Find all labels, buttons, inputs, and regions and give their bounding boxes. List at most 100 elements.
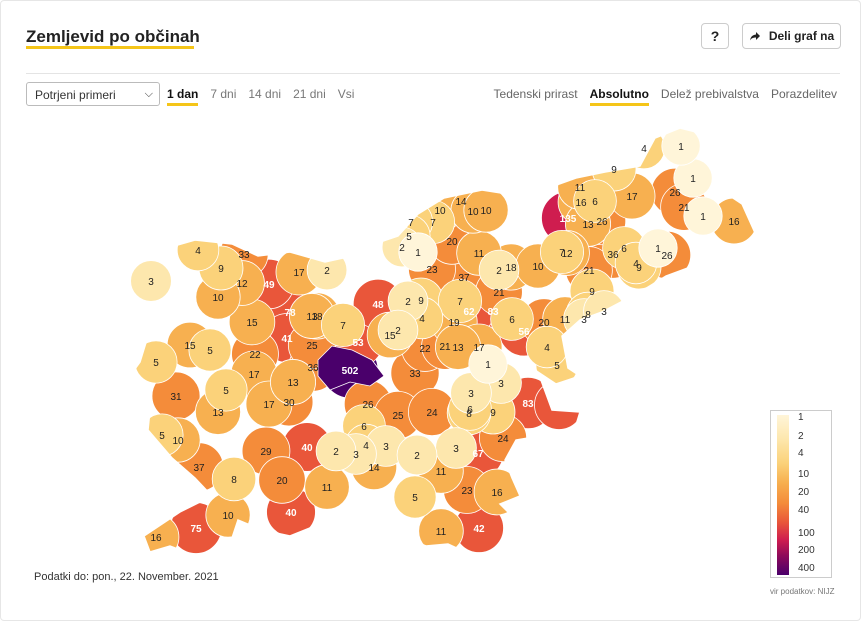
share-button[interactable]: Deli graf na [742, 23, 841, 49]
municipality-value-label: 16 [728, 217, 740, 228]
municipality-value-label: 3 [453, 444, 459, 455]
metric-select[interactable]: Potrjeni primeri ⌵ [26, 82, 160, 106]
municipality-area[interactable] [638, 228, 678, 268]
tab-weekly-growth[interactable]: Tedenski prirast [493, 87, 578, 101]
tab-range-1[interactable]: 1 dan [167, 87, 199, 106]
municipality-value-label: 75 [190, 524, 202, 535]
municipality-value-label: 10 [222, 511, 234, 522]
municipality-area[interactable] [204, 368, 248, 412]
municipality-value-label: 2 [496, 266, 502, 277]
municipality-value-label: 11 [436, 527, 447, 538]
municipality-value-label: 15 [184, 341, 196, 352]
municipality-area[interactable] [683, 196, 723, 236]
municipality-value-label: 11 [474, 249, 485, 260]
municipality-value-label: 13 [212, 408, 224, 419]
legend-label-10: 10 [798, 469, 810, 480]
municipality-area[interactable] [377, 309, 419, 351]
municipality-value-label: 2 [414, 451, 420, 462]
municipality-value-label: 2 [405, 297, 411, 308]
municipality-value-label: 4 [641, 144, 647, 155]
municipality-value-label: 17 [473, 343, 485, 354]
legend-label-4: 4 [798, 448, 804, 459]
municipality-area[interactable] [393, 475, 437, 519]
municipality-value-label: 12 [236, 279, 248, 290]
municipality-value-label: 4 [633, 259, 639, 270]
municipality-value-label: 7 [408, 218, 414, 229]
municipality-area[interactable] [490, 297, 534, 341]
municipality-value-label: 9 [418, 296, 424, 307]
municipality-area[interactable] [270, 359, 316, 405]
municipality-value-label: 3 [581, 315, 587, 326]
municipality-value-label: 3 [601, 307, 607, 318]
municipality-value-label: 12 [561, 249, 573, 260]
municipality-value-label: 2 [333, 447, 339, 458]
legend-label-1: 1 [798, 412, 804, 423]
municipality-value-label: 1 [485, 360, 491, 371]
municipality-value-label: 36 [607, 250, 619, 261]
header-divider [26, 73, 840, 74]
tab-absolute[interactable]: Absolutno [589, 87, 649, 106]
municipality-value-label: 53 [352, 338, 364, 349]
municipality-value-label: 10 [467, 207, 479, 218]
municipality-area[interactable] [211, 456, 257, 502]
municipality-value-label: 21 [439, 342, 451, 353]
municipality-value-label: 37 [193, 463, 205, 474]
tab-range-all[interactable]: Vsi [337, 87, 355, 101]
municipality-value-label: 7 [559, 248, 565, 259]
share-label: Deli graf na [768, 29, 835, 43]
municipality-value-label: 10 [172, 436, 184, 447]
municipality-value-label: 9 [218, 264, 224, 275]
municipality-value-label: 6 [621, 244, 627, 255]
municipality-value-label: 15 [384, 331, 396, 342]
tab-distribution[interactable]: Porazdelitev [770, 87, 837, 101]
municipality-value-label: 6 [467, 405, 473, 416]
title-underline [26, 46, 194, 49]
municipality-value-label: 10 [532, 262, 544, 273]
municipality-value-label: 5 [153, 358, 159, 369]
municipality-area[interactable] [539, 229, 585, 275]
municipality-area[interactable] [320, 302, 366, 348]
municipality-area[interactable] [398, 232, 438, 272]
municipality-value-label: 26 [596, 217, 608, 228]
municipality-value-label: 7 [340, 321, 346, 332]
municipality-value-label: 83 [522, 399, 534, 410]
municipality-value-label: 42 [473, 524, 485, 535]
municipality-value-label: 62 [463, 307, 475, 318]
municipality-value-label: 5 [412, 493, 418, 504]
metric-select-value: Potrjeni primeri [35, 88, 116, 102]
tab-population-share[interactable]: Delež prebivalstva [660, 87, 759, 101]
municipality-value-label: 13 [452, 343, 464, 354]
help-button[interactable]: ? [701, 23, 729, 49]
legend-label-400: 400 [798, 563, 815, 574]
municipality-area[interactable] [661, 127, 701, 166]
municipality-area[interactable] [573, 179, 617, 223]
municipality-value-label: 4 [195, 246, 201, 257]
municipality-area[interactable] [478, 249, 520, 291]
municipality-value-label: 11 [560, 315, 571, 326]
municipality-value-label: 10 [434, 206, 446, 217]
tab-range-7[interactable]: 7 dni [210, 87, 237, 101]
municipality-value-label: 22 [249, 350, 261, 361]
municipality-area[interactable] [130, 260, 172, 302]
municipality-area[interactable] [315, 430, 357, 472]
tab-range-14[interactable]: 14 dni [248, 87, 282, 101]
legend-label-2: 2 [798, 431, 804, 442]
municipality-value-label: 11 [436, 467, 447, 478]
municipality-value-label: 3 [148, 277, 154, 288]
municipality-area[interactable] [396, 434, 438, 476]
municipality-area[interactable] [468, 344, 508, 384]
municipality-value-label: 8 [585, 310, 591, 321]
municipality-value-label: 40 [301, 443, 313, 454]
municipality-area[interactable] [188, 328, 232, 372]
municipality-area[interactable] [437, 278, 483, 324]
municipality-value-label: 1 [415, 248, 421, 259]
mode-tabs: Tedenski prirast Absolutno Delež prebiva… [494, 87, 837, 106]
municipality-value-label: 11 [322, 483, 333, 494]
municipality-area[interactable] [258, 456, 306, 504]
municipality-area-ljubljana[interactable] [317, 345, 385, 391]
tab-range-21[interactable]: 21 dni [293, 87, 326, 101]
municipality-value-label: 16 [575, 198, 587, 209]
municipality-value-label: 21 [493, 288, 505, 299]
